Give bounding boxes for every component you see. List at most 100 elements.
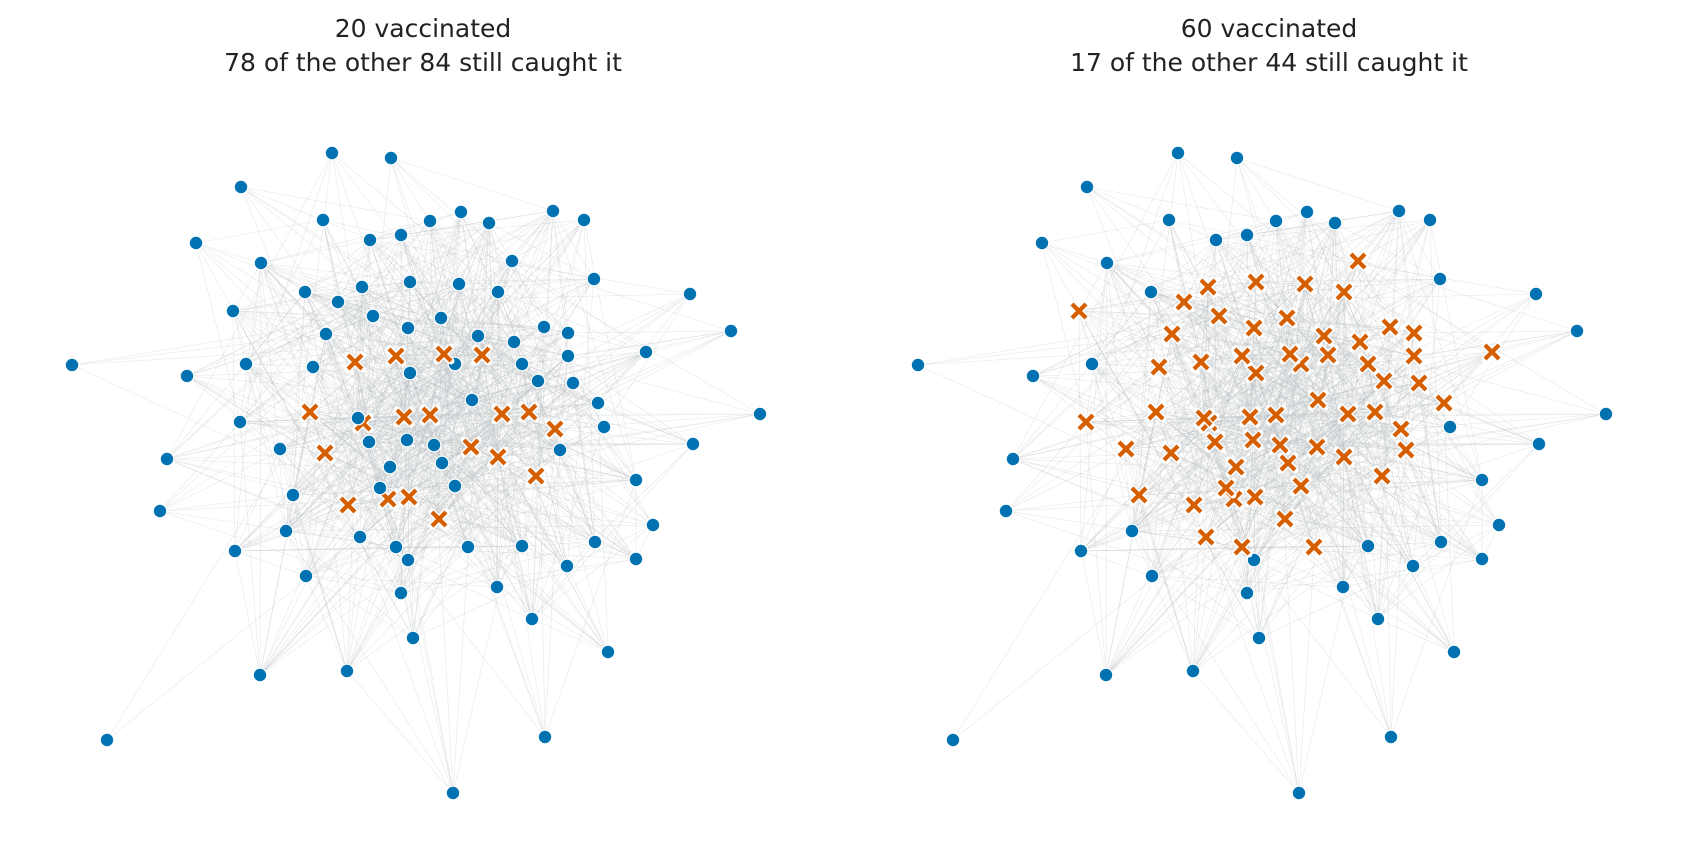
network-edge bbox=[454, 260, 513, 365]
network-edge bbox=[1205, 372, 1257, 538]
network-edge bbox=[1377, 210, 1400, 620]
network-edge bbox=[186, 375, 469, 548]
vaccinated-node-marker bbox=[537, 729, 553, 745]
network-edge bbox=[234, 494, 294, 552]
vaccinated-node-marker bbox=[559, 558, 575, 574]
network-edge bbox=[566, 443, 694, 567]
network-edge bbox=[166, 417, 359, 460]
network-edge bbox=[232, 310, 499, 458]
network-edge bbox=[1125, 448, 1227, 489]
network-edge bbox=[1300, 341, 1361, 487]
network-edge bbox=[337, 301, 569, 334]
network-edge bbox=[305, 475, 537, 577]
network-edge bbox=[1398, 210, 1442, 543]
network-edge bbox=[245, 363, 381, 489]
network-edge bbox=[389, 466, 402, 594]
network-edge bbox=[1208, 416, 1251, 424]
network-edge bbox=[245, 363, 314, 368]
network-edge bbox=[458, 283, 499, 458]
network-edge bbox=[409, 372, 561, 451]
network-edge bbox=[1254, 485, 1302, 498]
network-edge bbox=[347, 341, 515, 506]
network-edge bbox=[346, 670, 454, 794]
network-edge bbox=[1334, 222, 1369, 547]
network-edge bbox=[1208, 422, 1407, 451]
network-edge bbox=[497, 456, 523, 547]
network-edge bbox=[1343, 449, 1407, 458]
network-edge bbox=[1183, 301, 1277, 416]
network-edge bbox=[395, 332, 569, 357]
network-edge bbox=[337, 278, 595, 303]
network-edge bbox=[186, 375, 410, 498]
network-edge bbox=[409, 363, 523, 374]
network-edge bbox=[245, 210, 554, 365]
network-edge bbox=[1078, 310, 1133, 532]
network-edge bbox=[234, 546, 469, 552]
network-edge bbox=[554, 351, 647, 430]
network-edge bbox=[1183, 301, 1281, 446]
network-edge bbox=[1412, 565, 1455, 653]
vaccinated-node-marker bbox=[305, 359, 321, 375]
vaccinated-node-marker bbox=[1598, 406, 1614, 422]
network-edge bbox=[1246, 234, 1344, 588]
network-edge bbox=[234, 417, 359, 552]
network-edge bbox=[1323, 222, 1336, 337]
network-edge bbox=[1253, 372, 1257, 561]
network-edge bbox=[1085, 417, 1205, 423]
infected-node-marker bbox=[433, 343, 455, 365]
vaccinated-node-marker bbox=[506, 334, 522, 350]
network-edge bbox=[325, 283, 460, 335]
network-edge bbox=[1253, 260, 1359, 329]
infected-node-marker bbox=[1277, 452, 1299, 474]
network-edge bbox=[1203, 222, 1336, 419]
network-edge bbox=[1284, 456, 1345, 520]
vaccinated-node-marker bbox=[399, 432, 415, 448]
network-edge bbox=[1105, 372, 1257, 676]
network-edge bbox=[412, 326, 545, 639]
network-edge bbox=[1131, 530, 1207, 538]
network-edge bbox=[1080, 466, 1237, 552]
network-edge bbox=[1246, 234, 1318, 448]
network-edge bbox=[166, 452, 326, 460]
network-edge bbox=[454, 341, 515, 487]
network-edge bbox=[1170, 446, 1318, 454]
network-edge bbox=[513, 341, 533, 620]
network-edge bbox=[312, 283, 460, 368]
network-edge bbox=[429, 220, 761, 415]
network-edge bbox=[497, 291, 596, 543]
vaccinated-node-marker bbox=[1098, 667, 1114, 683]
infected-node-marker bbox=[1333, 446, 1355, 468]
vaccinated-node-marker bbox=[481, 215, 497, 231]
network-edge bbox=[1012, 330, 1578, 460]
network-edge bbox=[559, 449, 596, 543]
infected-node-marker bbox=[1145, 401, 1167, 423]
network-edge bbox=[361, 286, 472, 448]
vaccinated-node-marker bbox=[1422, 212, 1438, 228]
network-edge bbox=[537, 380, 546, 738]
network-edge bbox=[1400, 351, 1493, 430]
network-edge bbox=[239, 421, 561, 451]
network-edge bbox=[159, 411, 311, 512]
network-edge bbox=[409, 372, 609, 653]
network-edge bbox=[1131, 416, 1251, 532]
vaccinated-node-marker bbox=[545, 203, 561, 219]
network-edge bbox=[467, 546, 498, 588]
network-edge bbox=[433, 351, 647, 446]
network-edge bbox=[331, 152, 435, 446]
network-edge bbox=[1183, 239, 1217, 303]
network-edge bbox=[368, 293, 691, 443]
vaccinated-node-marker bbox=[372, 480, 388, 496]
network-edge bbox=[1255, 372, 1483, 481]
network-edge bbox=[1091, 326, 1391, 365]
network-edge bbox=[357, 399, 473, 419]
network-edge bbox=[1105, 333, 1173, 676]
network-edge bbox=[497, 413, 503, 458]
network-edge bbox=[285, 530, 454, 794]
network-edge bbox=[443, 353, 569, 357]
network-edge bbox=[1381, 475, 1483, 481]
network-graph bbox=[910, 145, 1614, 801]
network-edge bbox=[362, 422, 456, 487]
network-edge bbox=[285, 219, 585, 532]
network-edge bbox=[471, 399, 609, 653]
network-edge bbox=[1171, 210, 1400, 335]
